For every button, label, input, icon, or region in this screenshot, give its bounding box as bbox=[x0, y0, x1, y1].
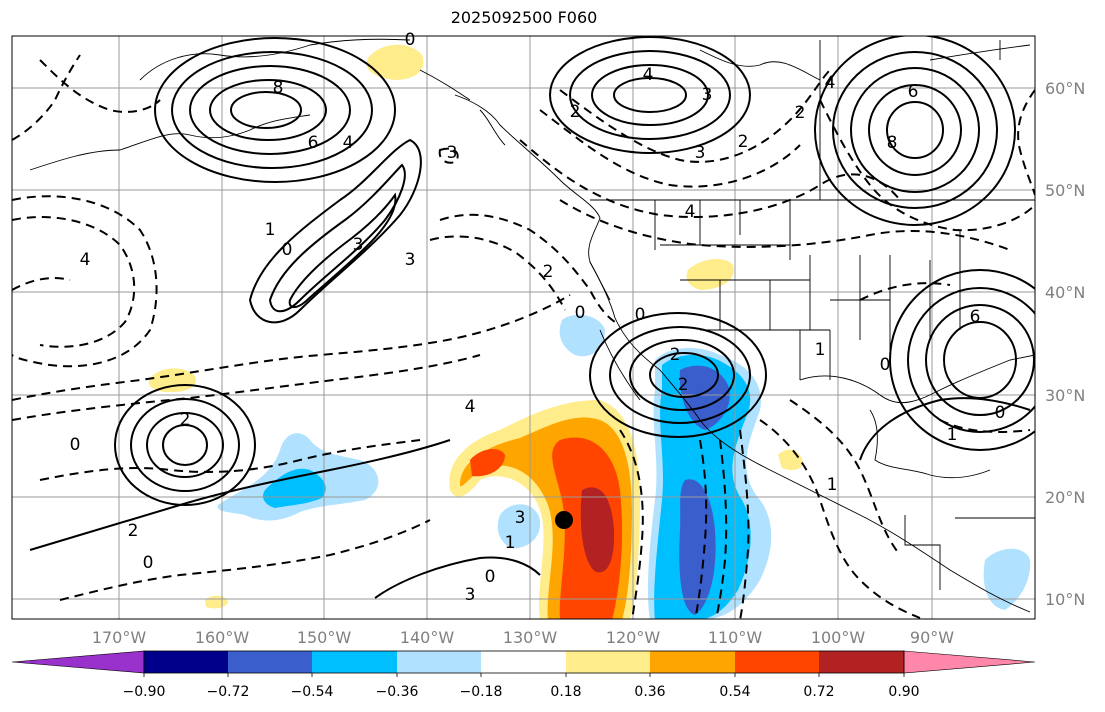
longitude-label: 160°W bbox=[195, 628, 250, 647]
contour-label: 6 bbox=[908, 82, 919, 102]
contour-label: 0 bbox=[405, 30, 416, 50]
latitude-label: 10°N bbox=[1045, 590, 1085, 609]
colorbar-segment bbox=[819, 651, 904, 673]
contour-label: 4 bbox=[643, 65, 654, 85]
contour-label: 2 bbox=[128, 521, 139, 541]
contour-label: 2 bbox=[670, 345, 681, 365]
longitude-label: 100°W bbox=[811, 628, 866, 647]
longitude-label: 110°W bbox=[708, 628, 763, 647]
contour-label: 3 bbox=[447, 143, 458, 163]
contour-label: 1 bbox=[815, 340, 826, 360]
longitude-label: 90°W bbox=[910, 628, 954, 647]
colorbar-segment bbox=[650, 651, 735, 673]
colorbar-tick-label: −0.36 bbox=[376, 684, 419, 700]
contour-label: 4 bbox=[825, 73, 836, 93]
contour-label: 0 bbox=[995, 403, 1006, 423]
contour-label: 4 bbox=[80, 250, 91, 270]
shading-layer bbox=[148, 44, 1031, 619]
storm-position-marker bbox=[555, 511, 573, 529]
contour-label: 3 bbox=[465, 585, 476, 605]
colorbar-segment bbox=[312, 651, 397, 673]
colorbar-segment bbox=[735, 651, 819, 673]
contour-label: 1 bbox=[265, 220, 276, 240]
contour-label: 1 bbox=[947, 425, 958, 445]
contour-label: 4 bbox=[343, 133, 354, 153]
colorbar-extend-low bbox=[11, 650, 145, 674]
contour-label: 3 bbox=[695, 143, 706, 163]
longitude-labels: 170°W 160°W 150°W 140°W 130°W 120°W 110°W 100°W… bbox=[92, 628, 954, 647]
contour-label: 2 bbox=[678, 375, 689, 395]
contour-label: 0 bbox=[282, 240, 293, 260]
contour-label: 1 bbox=[827, 475, 838, 495]
colorbar-tick-label: −0.90 bbox=[123, 684, 166, 700]
contour-label: 4 bbox=[685, 202, 696, 222]
colorbar-tick-label: 0.90 bbox=[888, 684, 919, 700]
map-title: 2025092500 F060 bbox=[450, 8, 598, 27]
colorbar-tick-label: 0.36 bbox=[634, 684, 665, 700]
colorbar-extend-high bbox=[903, 650, 1036, 674]
contour-label: 6 bbox=[970, 307, 981, 327]
colorbar-tick-label: 0.54 bbox=[719, 684, 750, 700]
contour-label: 0 bbox=[70, 435, 81, 455]
contour-label: 0 bbox=[575, 303, 586, 323]
longitude-label: 140°W bbox=[400, 628, 455, 647]
map-frame bbox=[11, 35, 1036, 620]
contour-label: 4 bbox=[465, 397, 476, 417]
coastlines bbox=[29, 38, 1035, 613]
colorbar-tick-label: −0.54 bbox=[291, 684, 334, 700]
contour-label: 3 bbox=[702, 85, 713, 105]
contour-label: 2 bbox=[795, 103, 806, 123]
longitude-label: 120°W bbox=[606, 628, 661, 647]
latitude-label: 30°N bbox=[1045, 386, 1085, 405]
contour-label: 6 bbox=[308, 133, 319, 153]
colorbar-segment bbox=[228, 651, 312, 673]
contour-label: 0 bbox=[635, 305, 646, 325]
latitude-label: 40°N bbox=[1045, 283, 1085, 302]
longitude-label: 150°W bbox=[297, 628, 352, 647]
colorbar: −0.90 −0.72 −0.54 −0.36 −0.18 0.18 0.36 0.54 0.7… bbox=[11, 650, 1036, 700]
colorbar-segment bbox=[566, 651, 650, 673]
contour-label: 3 bbox=[515, 508, 526, 528]
contour-label: 2 bbox=[570, 102, 581, 122]
contour-label: 1 bbox=[505, 533, 516, 553]
contour-lines bbox=[12, 36, 1035, 619]
colorbar-segment bbox=[481, 651, 566, 673]
contour-label: 2 bbox=[180, 410, 191, 430]
latitude-labels: 60°N 50°N 40°N 30°N 20°N 10°N bbox=[1045, 79, 1085, 609]
contour-label: 0 bbox=[143, 553, 154, 573]
colorbar-tick-label: 0.18 bbox=[550, 684, 581, 700]
contour-label: 8 bbox=[887, 133, 898, 153]
colorbar-outline bbox=[143, 650, 905, 674]
latitude-label: 50°N bbox=[1045, 181, 1085, 200]
colorbar-tick-label: 0.72 bbox=[803, 684, 834, 700]
contour-label: 3 bbox=[405, 250, 416, 270]
latitude-label: 20°N bbox=[1045, 488, 1085, 507]
colorbar-segment bbox=[397, 651, 481, 673]
longitude-label: 170°W bbox=[92, 628, 147, 647]
contour-label: 0 bbox=[485, 567, 496, 587]
longitude-label: 130°W bbox=[503, 628, 558, 647]
contour-label: 8 bbox=[273, 78, 284, 98]
latitude-label: 60°N bbox=[1045, 79, 1085, 98]
contour-label: 0 bbox=[880, 355, 891, 375]
contour-label: 2 bbox=[738, 132, 749, 152]
colorbar-segment bbox=[144, 651, 228, 673]
colorbar-tick-label: −0.18 bbox=[460, 684, 503, 700]
colorbar-tick-label: −0.72 bbox=[207, 684, 250, 700]
contour-label: 2 bbox=[543, 262, 554, 282]
contour-label: 3 bbox=[353, 235, 364, 255]
